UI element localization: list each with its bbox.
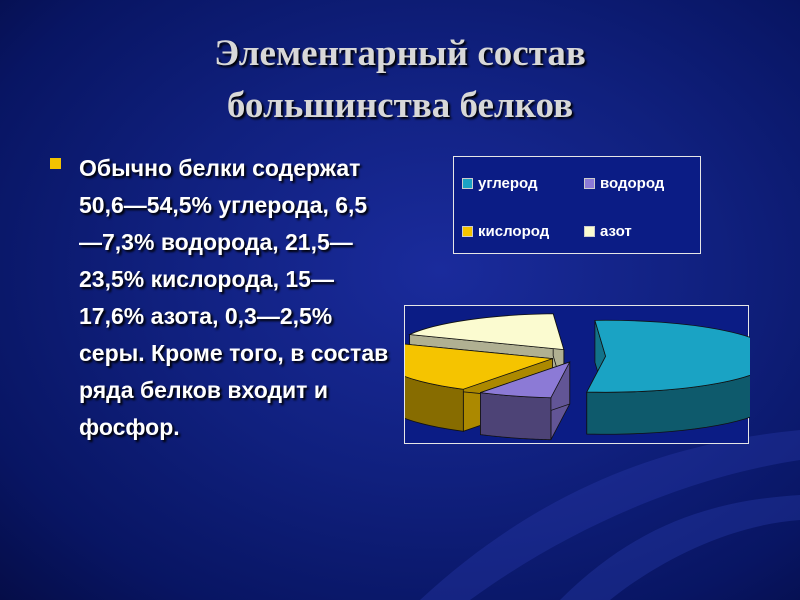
legend-swatch-hydrogen	[584, 178, 595, 189]
legend-label-oxygen: кислород	[478, 223, 550, 240]
legend-item-oxygen: кислород	[462, 223, 549, 240]
legend-label-hydrogen: водород	[600, 175, 665, 192]
legend-swatch-nitrogen	[584, 226, 595, 237]
title-line-1: Элементарный состав	[214, 33, 586, 74]
slide-title: Элементарный состав большинства белков	[100, 28, 700, 132]
legend-label-nitrogen: азот	[600, 223, 632, 240]
bullet-list: Обычно белки содержат 50,6—54,5% углерод…	[50, 150, 390, 446]
legend-item-hydrogen: водород	[584, 175, 664, 192]
bullet-square-icon	[50, 158, 61, 169]
pie-slice-hydrogen	[480, 361, 571, 441]
legend-swatch-carbon	[462, 178, 473, 189]
chart-legend: углерод водород кислород азот	[453, 156, 701, 254]
pie-chart	[405, 313, 750, 441]
title-line-2: большинства белков	[226, 85, 574, 126]
pie-chart-frame	[404, 305, 750, 444]
legend-item-carbon: углерод	[462, 175, 538, 192]
legend-swatch-oxygen	[462, 226, 473, 237]
legend-item-nitrogen: азот	[584, 223, 632, 240]
legend-label-carbon: углерод	[478, 175, 538, 192]
pie-slice-carbon	[586, 319, 750, 435]
bullet-text: Обычно белки содержат 50,6—54,5% углерод…	[79, 155, 389, 440]
